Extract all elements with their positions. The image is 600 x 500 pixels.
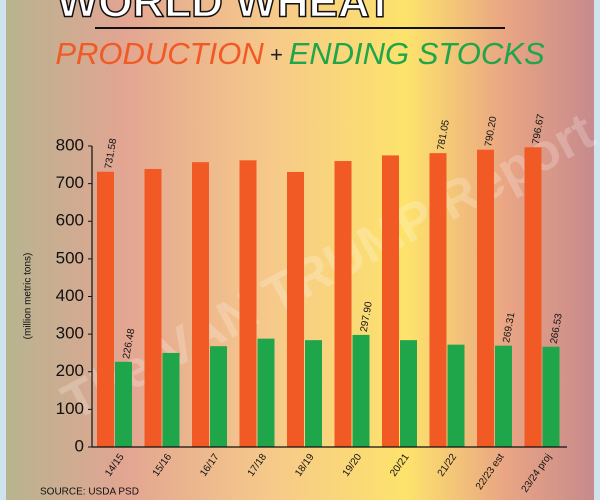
- source-note: SOURCE: USDA PSD: [40, 487, 139, 498]
- data-label: 781.05: [436, 119, 452, 151]
- bar: [477, 149, 494, 447]
- bar: [287, 171, 304, 447]
- bar: [542, 346, 560, 447]
- data-label: 790.20: [483, 115, 499, 147]
- bar: [115, 361, 132, 447]
- data-label: 796.67: [531, 113, 547, 145]
- y-tick-label: 300: [56, 324, 84, 343]
- y-tick-label: 200: [56, 361, 84, 380]
- data-label: 226.48: [121, 327, 137, 359]
- y-tick-label: 400: [56, 286, 84, 305]
- subtitle-stocks: ENDING STOCKS: [289, 36, 545, 71]
- y-tick-label: 500: [56, 248, 84, 267]
- y-tick-label: 0: [75, 436, 84, 455]
- data-label: 731.58: [103, 137, 119, 169]
- bar: [144, 168, 162, 448]
- bar: [495, 345, 512, 447]
- bar: [429, 153, 447, 447]
- chart-title: WORLD WHEAT: [57, 0, 394, 27]
- bar: [162, 352, 180, 447]
- bar: [257, 338, 275, 447]
- data-label: 297.90: [359, 300, 375, 332]
- y-tick-label: 700: [56, 173, 84, 192]
- bar: [192, 162, 209, 447]
- bar: [382, 155, 399, 447]
- bar: [447, 344, 465, 447]
- bar: [239, 160, 257, 448]
- bar: [210, 346, 227, 447]
- data-label: 269.31: [501, 311, 517, 343]
- subtitle-production: PRODUCTION: [55, 36, 264, 71]
- subtitle-plus: +: [270, 42, 283, 67]
- y-tick-label: 100: [56, 399, 84, 418]
- bar: [305, 340, 322, 447]
- data-label: 266.53: [549, 312, 565, 344]
- bar: [334, 161, 352, 448]
- y-tick-label: 800: [56, 135, 84, 154]
- y-axis-label: (million metric tons): [23, 253, 34, 340]
- y-tick-label: 600: [56, 211, 84, 230]
- bar: [97, 171, 114, 447]
- bar: [400, 340, 417, 447]
- bar: [352, 334, 370, 447]
- chart-subtitle: PRODUCTION + ENDING STOCKS: [55, 36, 545, 71]
- bar: [524, 147, 542, 447]
